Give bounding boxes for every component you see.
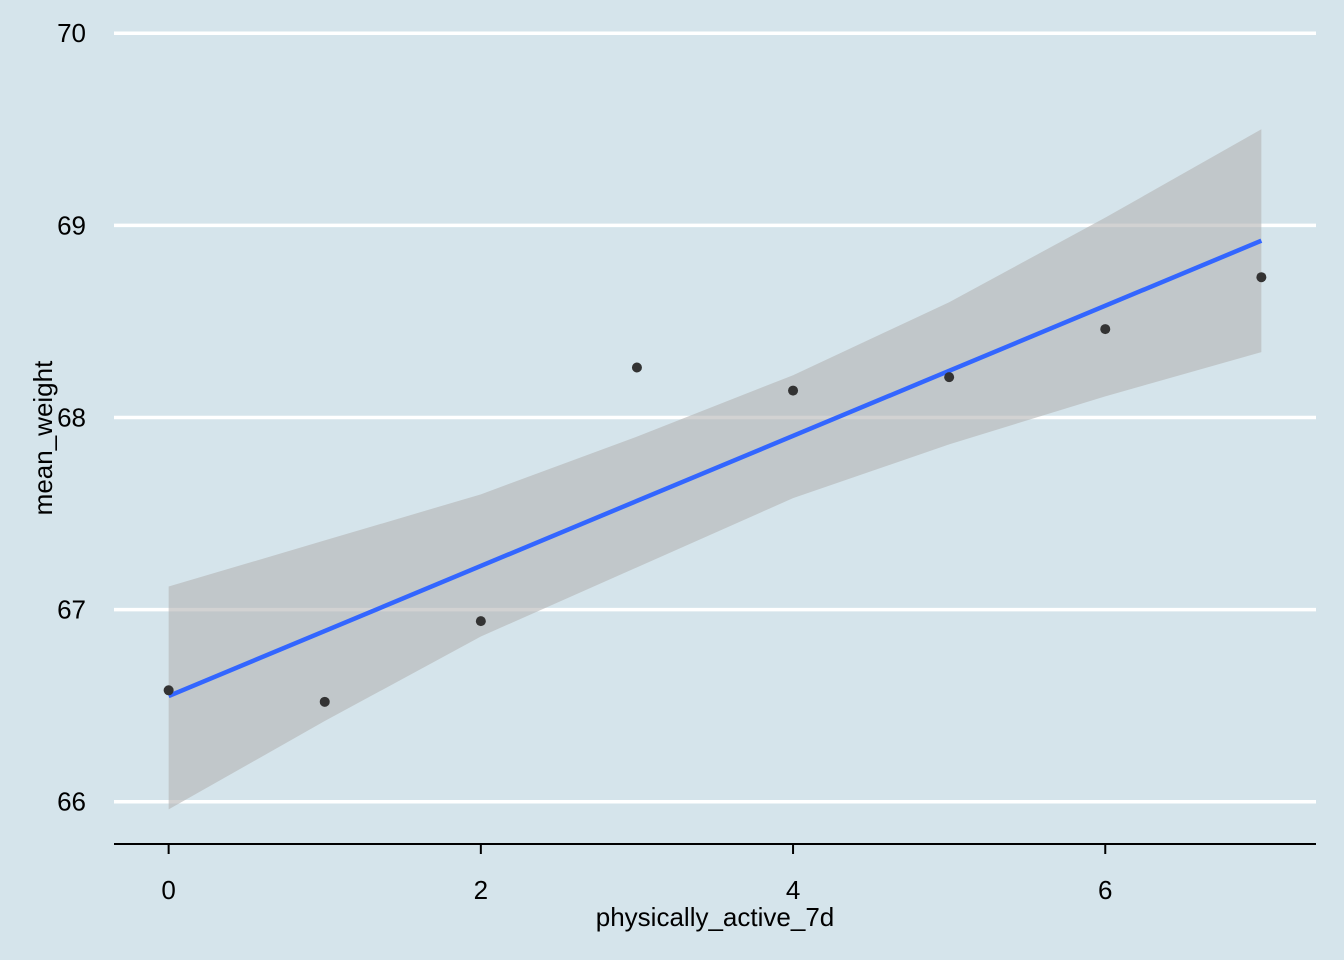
y-tick-label: 68 xyxy=(57,402,86,432)
regression-line xyxy=(167,238,1263,699)
x-axis: 0 2 4 6 xyxy=(114,843,1316,905)
x-tick-label: 4 xyxy=(786,875,800,905)
data-point xyxy=(163,685,174,696)
x-tick-label: 6 xyxy=(1098,875,1112,905)
y-axis-title: mean_weight xyxy=(28,360,58,515)
data-point xyxy=(1100,324,1111,335)
y-tick-label: 67 xyxy=(57,595,86,625)
x-axis-title: physically_active_7d xyxy=(596,902,834,932)
y-tick-label: 66 xyxy=(57,787,86,817)
y-axis-labels: 66 67 68 69 70 xyxy=(57,18,86,817)
data-point xyxy=(475,616,486,627)
x-tick-label: 0 xyxy=(161,875,175,905)
data-point xyxy=(788,385,799,396)
fit-line-layer xyxy=(167,238,1263,699)
data-point xyxy=(319,696,330,707)
points-layer xyxy=(163,272,1267,707)
y-tick-label: 70 xyxy=(57,18,86,48)
data-point xyxy=(631,362,642,373)
y-tick-label: 69 xyxy=(57,210,86,240)
data-point xyxy=(1256,272,1267,283)
data-point xyxy=(944,372,955,383)
x-tick-label: 2 xyxy=(474,875,488,905)
